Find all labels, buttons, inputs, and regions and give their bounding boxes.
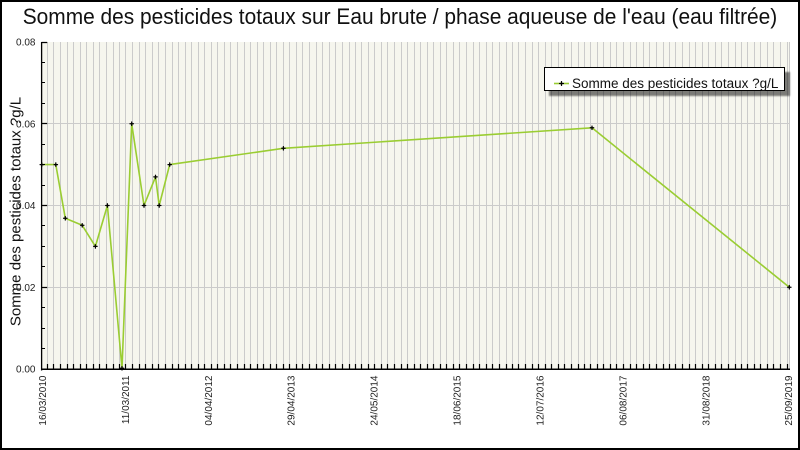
svg-text:29/04/2013: 29/04/2013 bbox=[287, 375, 298, 425]
svg-text:0.02: 0.02 bbox=[16, 283, 36, 294]
svg-text:0.08: 0.08 bbox=[16, 38, 36, 49]
svg-text:31/08/2018: 31/08/2018 bbox=[701, 375, 712, 425]
svg-text:04/04/2012: 04/04/2012 bbox=[204, 375, 215, 425]
svg-text:11/03/2011: 11/03/2011 bbox=[121, 375, 132, 424]
svg-text:12/07/2016: 12/07/2016 bbox=[536, 375, 547, 425]
svg-text:06/08/2017: 06/08/2017 bbox=[618, 375, 629, 425]
svg-text:24/05/2014: 24/05/2014 bbox=[370, 375, 381, 425]
svg-text:16/03/2010: 16/03/2010 bbox=[38, 375, 49, 425]
svg-text:0.00: 0.00 bbox=[16, 365, 36, 376]
svg-text:18/06/2015: 18/06/2015 bbox=[453, 375, 464, 425]
svg-text:0.06: 0.06 bbox=[16, 119, 36, 130]
svg-text:25/09/2019: 25/09/2019 bbox=[784, 375, 795, 425]
svg-text:0.04: 0.04 bbox=[16, 201, 36, 212]
